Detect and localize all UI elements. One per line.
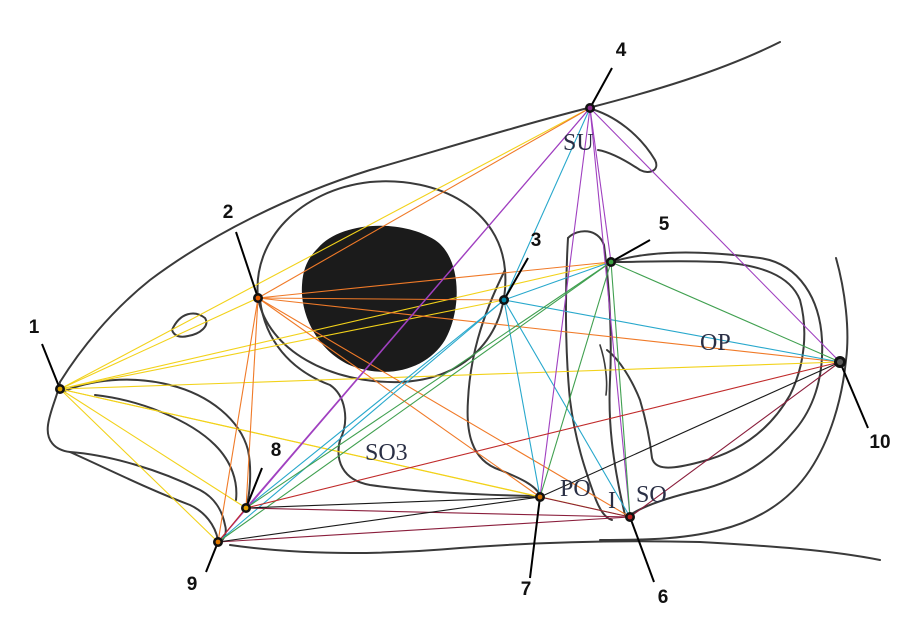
landmark-number-8: 8 [271,440,282,461]
landmark-point-core-9 [215,539,221,545]
connection-line-3-7 [503,299,541,498]
connection-line-1-10 [59,361,841,390]
region-label-op: OP [700,330,731,356]
connection-line-2-10 [257,297,841,363]
connection-line-3-8 [245,299,505,509]
landmark-number-10: 10 [869,432,890,453]
nostril [171,312,208,338]
connection-line-1-4 [59,107,591,390]
preopercle [466,269,541,496]
connection-line-1-3 [59,299,505,390]
fish-outline [46,41,881,561]
landmark-number-9: 9 [187,574,198,595]
gill-cover-edge [599,257,849,541]
connection-line-3-10 [503,299,841,363]
landmark-numbers: 1 2 3 4 5 6 7 8 9 10 [29,40,891,608]
region-label-i: I [608,488,616,514]
callout-line-4 [589,67,613,109]
connection-line-3-5 [503,261,612,301]
landmark-number-5: 5 [659,214,670,235]
callout-line-3 [503,257,529,301]
connection-line-1-8 [59,388,247,509]
callout-line-5 [610,239,651,263]
connection-line-2-4 [257,107,591,299]
dorsal-profile [59,41,781,383]
connection-line-2-3 [257,297,505,301]
region-label-po: PO [560,476,591,502]
supracleithrum [587,107,658,173]
callout-line-10 [839,361,869,429]
callout-line-1 [41,343,61,390]
connection-line-2-6 [257,297,631,518]
connection-line-4-7 [539,107,591,498]
cheek-margin [259,299,536,497]
connection-line-7-10 [539,361,841,498]
landmark-point-core-1 [57,386,63,392]
landmark-number-7: 7 [521,579,532,600]
preopercle-ridge [564,237,613,521]
connection-line-5-10 [610,261,841,363]
opercle-outer [611,251,824,516]
callout-lines [41,67,869,583]
connection-line-1-2 [59,297,259,390]
connection-line-1-6 [59,388,631,518]
landmark-point-core-8 [243,505,249,511]
connection-line-2-8 [245,297,259,509]
connection-line-7-9 [217,496,541,543]
connection-line-2-7 [257,297,541,498]
connection-line-7-8 [245,496,541,509]
callout-line-9 [205,541,219,573]
connection-line-8-9 [217,507,247,543]
lower-jaw [69,451,219,541]
landmark-number-1: 1 [29,317,40,338]
landmark-point-core-5 [608,259,614,265]
connection-line-6-8 [245,507,631,518]
connection-line-1-5 [59,261,612,390]
connection-line-4-9 [217,107,591,543]
connection-line-3-4 [503,107,591,301]
snout-and-upper-lip [46,381,227,546]
landmark-point-core-6 [627,514,633,520]
connection-line-5-8 [245,261,612,509]
connection-line-3-9 [217,299,505,543]
region-label-so3: SO3 [365,440,408,466]
branchiostegal [229,540,881,561]
landmark-point-core-2 [255,295,261,301]
connection-line-6-7 [539,496,631,518]
connection-lines [59,107,841,543]
landmark-point-core-10 [837,359,843,365]
region-label-su: SU [563,130,594,156]
suborbital-bar [606,260,806,469]
landmark-point-core-3 [501,297,507,303]
connection-line-4-10 [589,107,841,363]
landmark-number-3: 3 [531,230,542,251]
landmark-number-6: 6 [658,587,669,608]
callout-line-6 [629,516,655,583]
connection-line-1-9 [59,388,219,543]
connection-line-6-9 [217,516,631,543]
callout-line-2 [235,231,259,299]
region-label-so: SO [636,482,667,508]
connection-line-5-9 [217,261,612,543]
callout-line-8 [245,467,263,509]
connection-line-2-9 [217,297,259,543]
landmark-point-core-4 [587,105,593,111]
landmark-point-core-7 [537,494,543,500]
connection-line-5-6 [610,261,631,518]
landmark-number-4: 4 [616,40,627,61]
callout-line-7 [529,496,541,579]
connection-line-8-10 [245,361,841,509]
lip-curve [61,378,252,509]
landmark-number-2: 2 [223,202,234,223]
connection-line-6-10 [629,361,841,518]
connection-line-4-5 [589,107,612,263]
maxilla [94,394,238,501]
connection-line-2-5 [257,261,612,299]
connection-line-5-7 [539,261,612,498]
landmark-points [55,103,846,547]
connection-line-4-6 [589,107,631,518]
